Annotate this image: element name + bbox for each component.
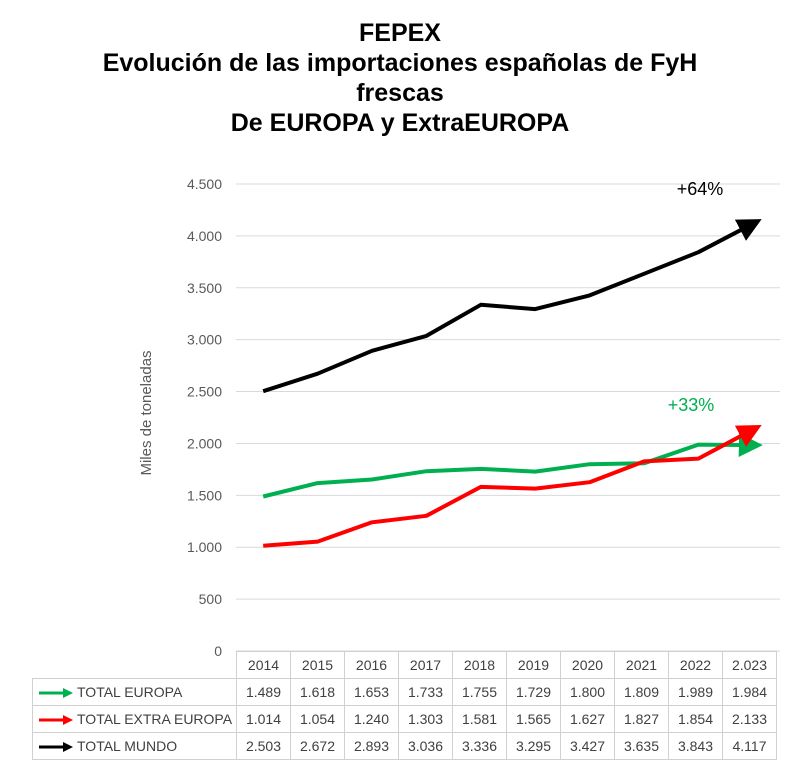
table-row: TOTAL EXTRA EUROPA 1.014 1.054 1.240 1.303 1.… [32,705,777,733]
table-corner [33,652,237,679]
table-cell: 2.133 [722,705,777,733]
y-tick-label: 1.000 [187,539,222,555]
legend-arrow-icon [39,742,73,753]
legend-entry: TOTAL EXTRA EUROPA [32,705,237,733]
x-category-label: 2014 [236,651,291,679]
legend-arrow-icon [39,688,73,699]
y-tick-label: 4.000 [187,228,222,244]
x-category-label: 2021 [614,651,669,679]
table-cell: 1.303 [398,705,453,733]
table-cell: 3.036 [398,732,453,760]
table-cell: 2.503 [236,732,291,760]
table-cell: 3.843 [668,732,723,760]
x-category-label: 2020 [560,651,615,679]
y-axis: 0 500 1.000 1.500 2.000 2.500 3.000 3.500 4.000 4… [187,176,222,659]
table-cell: 1.618 [290,678,345,706]
legend-entry: TOTAL MUNDO [32,732,237,760]
x-category-label: 2018 [452,651,507,679]
table-header-row: 2014 2015 2016 2017 2018 2019 2020 2021 2022 2.02… [33,651,777,679]
legend-label: TOTAL EXTRA EUROPA [77,711,233,727]
table-cell: 4.117 [722,732,777,760]
title-line-1: FEPEX [359,19,441,47]
y-tick-label: 1.500 [187,487,222,503]
series-line-total-mundo [262,219,762,394]
table-cell: 3.295 [506,732,561,760]
table-cell: 1.729 [506,678,561,706]
table-row: TOTAL EUROPA 1.489 1.618 1.653 1.733 1.755 1.7… [32,678,777,706]
title-line-2: Evolución de las importaciones españolas… [102,49,698,77]
x-category-label: 2015 [290,651,345,679]
table-cell: 1.827 [614,705,669,733]
table-cell: 3.336 [452,732,507,760]
table-cell: 1.733 [398,678,453,706]
table-cell: 1.989 [668,678,723,706]
table-cell: 2.672 [290,732,345,760]
y-tick-label: 3.000 [187,332,222,348]
series-line-total-europa [262,432,763,499]
table-cell: 1.854 [668,705,723,733]
table-cell: 1.627 [560,705,615,733]
table-cell: 2.893 [344,732,399,760]
table-cell: 1.581 [452,705,507,733]
series-lines [262,219,763,548]
table-cell: 1.240 [344,705,399,733]
y-tick-label: 500 [199,591,223,607]
table-cell: 1.653 [344,678,399,706]
table-cell: 3.427 [560,732,615,760]
table-cell: 1.489 [236,678,291,706]
table-cell: 1.809 [614,678,669,706]
annotation-europa-growth: +33% [668,395,715,415]
y-tick-label: 2.000 [187,435,222,451]
y-tick-label: 3.500 [187,280,222,296]
table-cell: 3.635 [614,732,669,760]
table-cell: 1.014 [236,705,291,733]
x-category-label: 2017 [398,651,453,679]
data-table: 2014 2015 2016 2017 2018 2019 2020 2021 2022 2.02… [32,651,777,760]
legend-label: TOTAL MUNDO [77,738,178,754]
legend-arrow-icon [39,715,73,726]
table-cell: 1.800 [560,678,615,706]
legend-entry: TOTAL EUROPA [32,678,237,706]
title-line-3: frescas [356,79,444,107]
y-tick-label: 2.500 [187,384,222,400]
table-cell: 1.755 [452,678,507,706]
title-line-4: De EUROPA y ExtraEUROPA [230,109,570,137]
x-category-label: 2022 [668,651,723,679]
table-cell: 1.565 [506,705,561,733]
x-category-label: 2.023 [722,651,777,679]
x-category-label: 2019 [506,651,561,679]
table-cell: 1.054 [290,705,345,733]
x-category-label: 2016 [344,651,399,679]
chart-title: FEPEX Evolución de las importaciones esp… [0,18,800,138]
table-row: TOTAL MUNDO 2.503 2.672 2.893 3.036 3.336 3.29… [32,732,777,760]
legend-label: TOTAL EUROPA [77,684,183,700]
y-tick-label: 0 [214,643,222,659]
annotation-mundo-growth: +64% [677,179,724,199]
table-cell: 1.984 [722,678,777,706]
y-axis-label: Miles de toneladas [138,350,155,475]
series-line-total-extra-europa [263,424,762,548]
y-tick-label: 4.500 [187,176,222,192]
